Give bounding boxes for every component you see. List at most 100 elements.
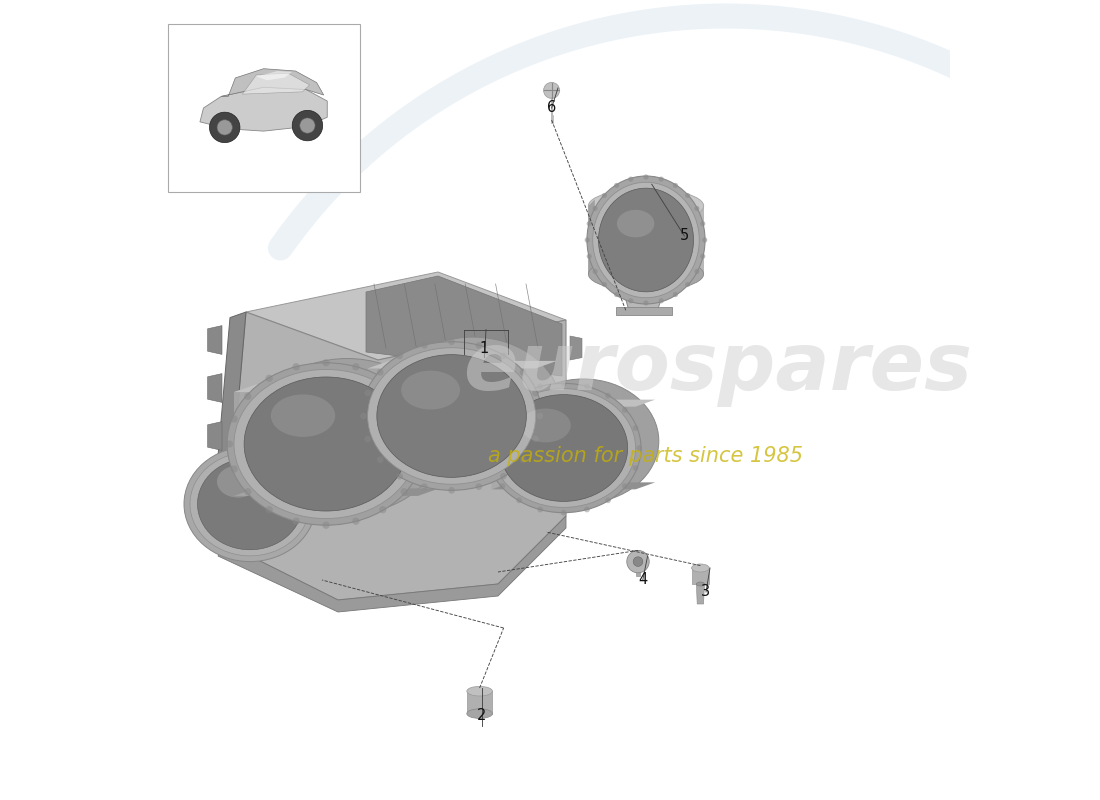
- Circle shape: [659, 177, 663, 182]
- Ellipse shape: [234, 370, 418, 518]
- Circle shape: [488, 425, 495, 431]
- Polygon shape: [492, 482, 656, 490]
- Circle shape: [519, 369, 526, 376]
- Circle shape: [415, 415, 421, 422]
- Circle shape: [415, 466, 421, 473]
- Polygon shape: [242, 74, 309, 94]
- Text: 4: 4: [638, 573, 648, 587]
- Polygon shape: [570, 336, 582, 360]
- Circle shape: [475, 342, 482, 349]
- Circle shape: [694, 206, 700, 211]
- Polygon shape: [588, 206, 704, 274]
- Polygon shape: [208, 470, 222, 498]
- Polygon shape: [636, 562, 640, 576]
- Ellipse shape: [593, 182, 700, 298]
- Polygon shape: [696, 584, 704, 604]
- Circle shape: [644, 174, 649, 180]
- Circle shape: [209, 112, 240, 142]
- Polygon shape: [588, 199, 595, 274]
- Polygon shape: [210, 312, 246, 548]
- Circle shape: [584, 506, 590, 512]
- Circle shape: [488, 465, 495, 471]
- Circle shape: [593, 206, 597, 211]
- Circle shape: [605, 498, 610, 503]
- Polygon shape: [367, 361, 389, 463]
- Circle shape: [701, 254, 705, 259]
- Bar: [167, 24, 360, 192]
- Ellipse shape: [520, 409, 571, 442]
- Circle shape: [632, 465, 638, 471]
- Polygon shape: [366, 276, 562, 376]
- Circle shape: [217, 120, 232, 135]
- Circle shape: [685, 282, 690, 287]
- Ellipse shape: [361, 342, 542, 490]
- Polygon shape: [367, 361, 557, 369]
- Polygon shape: [492, 400, 656, 406]
- Polygon shape: [208, 326, 222, 354]
- Circle shape: [377, 369, 384, 376]
- Polygon shape: [624, 291, 663, 309]
- Circle shape: [300, 118, 315, 133]
- Circle shape: [602, 282, 607, 287]
- Circle shape: [628, 177, 634, 182]
- Polygon shape: [256, 71, 292, 80]
- Ellipse shape: [588, 257, 704, 291]
- Polygon shape: [570, 480, 582, 504]
- Ellipse shape: [692, 564, 710, 572]
- Circle shape: [632, 425, 638, 431]
- Circle shape: [400, 488, 408, 495]
- Polygon shape: [466, 691, 493, 714]
- Circle shape: [561, 510, 566, 515]
- Polygon shape: [234, 385, 255, 496]
- Polygon shape: [218, 516, 566, 612]
- Ellipse shape: [217, 466, 258, 498]
- Circle shape: [499, 407, 505, 413]
- Circle shape: [634, 557, 642, 566]
- Text: 1: 1: [480, 341, 490, 355]
- Circle shape: [230, 466, 238, 473]
- Circle shape: [621, 407, 628, 413]
- Circle shape: [360, 413, 366, 419]
- Circle shape: [352, 363, 360, 370]
- Polygon shape: [208, 422, 222, 450]
- Text: a passion for parts since 1985: a passion for parts since 1985: [488, 446, 803, 466]
- Polygon shape: [208, 518, 222, 546]
- Circle shape: [293, 518, 300, 525]
- Circle shape: [396, 353, 403, 359]
- Circle shape: [702, 238, 707, 242]
- Circle shape: [265, 506, 273, 514]
- Circle shape: [673, 292, 678, 297]
- Ellipse shape: [402, 370, 460, 410]
- Ellipse shape: [198, 458, 302, 550]
- Circle shape: [537, 413, 543, 419]
- Circle shape: [532, 390, 539, 396]
- Circle shape: [586, 221, 592, 226]
- Circle shape: [364, 436, 371, 442]
- Polygon shape: [367, 456, 557, 463]
- Polygon shape: [221, 69, 323, 97]
- Circle shape: [364, 390, 371, 396]
- Ellipse shape: [499, 394, 628, 502]
- Circle shape: [543, 82, 560, 98]
- Circle shape: [448, 487, 455, 494]
- Circle shape: [419, 440, 427, 448]
- Circle shape: [516, 498, 522, 503]
- Circle shape: [265, 374, 273, 382]
- Text: 3: 3: [702, 585, 711, 599]
- Circle shape: [538, 384, 543, 390]
- Ellipse shape: [377, 354, 527, 478]
- Circle shape: [614, 292, 619, 297]
- Circle shape: [628, 298, 634, 303]
- Ellipse shape: [385, 337, 561, 480]
- Circle shape: [396, 473, 403, 479]
- Circle shape: [584, 384, 590, 390]
- Circle shape: [421, 483, 428, 490]
- Polygon shape: [200, 87, 327, 131]
- Circle shape: [685, 193, 690, 198]
- Circle shape: [226, 440, 233, 448]
- Circle shape: [605, 393, 610, 398]
- Ellipse shape: [617, 210, 654, 238]
- Circle shape: [244, 488, 252, 495]
- Text: 2: 2: [477, 709, 486, 723]
- Circle shape: [352, 518, 360, 525]
